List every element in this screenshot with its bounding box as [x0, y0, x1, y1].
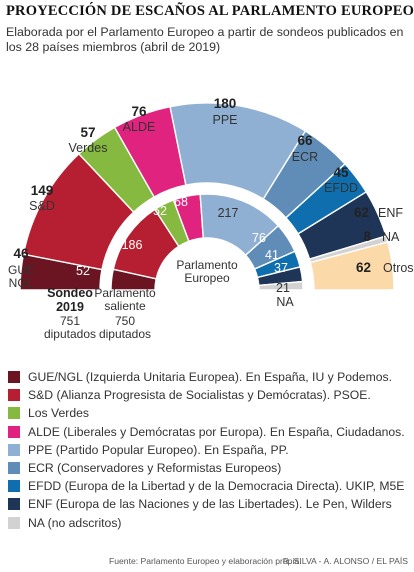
- inner-seat-label: 52: [153, 204, 167, 218]
- legend-swatch: [8, 371, 20, 384]
- legend-item: ENF (Europa de las Naciones y de las Lib…: [8, 495, 412, 513]
- outer-ring-total: 751 diputados: [44, 314, 96, 341]
- legend-item: NA (no adscritos): [8, 514, 412, 532]
- chart-subtitle: Elaborada por el Parlamento Europeo a pa…: [6, 25, 404, 54]
- outer-seat-value: 8: [363, 229, 371, 244]
- outer-seat-value: 45: [333, 165, 349, 180]
- inner-seat-label: NA: [276, 295, 294, 309]
- legend-swatch: [8, 480, 20, 493]
- outer-seat-value: 62: [354, 205, 369, 220]
- outer-group-name: NA: [382, 230, 400, 244]
- outer-group-name: PPE: [212, 113, 237, 127]
- center-label: Parlamento Europeo: [176, 258, 238, 285]
- inner-seat-label: 52: [76, 264, 90, 278]
- outer-seat-value: 180: [214, 96, 237, 111]
- outer-seat-value: 57: [80, 125, 95, 140]
- legend-item: EFDD (Europa de la Libertad y de la Demo…: [8, 477, 412, 495]
- outer-seat-value: 66: [297, 133, 313, 148]
- legend: GUE/NGL (Izquierda Unitaria Europea). En…: [8, 368, 412, 532]
- outer-group-name: Otros: [383, 261, 414, 275]
- inner-ring-total: 750 diputados: [99, 314, 151, 341]
- legend-item: ECR (Conservadores y Reformistas Europeo…: [8, 459, 412, 477]
- inner-seat-label: 76: [252, 231, 266, 245]
- legend-label: ALDE (Liberales y Demócratas por Europa)…: [28, 424, 405, 439]
- outer-seat-value: 76: [131, 104, 147, 119]
- legend-swatch: [8, 443, 20, 456]
- outer-seat-value: 46: [13, 246, 29, 261]
- legend-item: GUE/NGL (Izquierda Unitaria Europea). En…: [8, 368, 412, 386]
- legend-item: PPE (Partido Popular Europeo). En España…: [8, 441, 412, 459]
- legend-item: Los Verdes: [8, 404, 412, 422]
- credit-note: R. SILVA - A. ALONSO / EL PAÍS: [282, 556, 408, 566]
- legend-item: ALDE (Liberales y Demócratas por Europa)…: [8, 423, 412, 441]
- legend-label: GUE/NGL (Izquierda Unitaria Europea). En…: [28, 370, 392, 385]
- outer-group-name: ENF: [378, 206, 403, 220]
- outer-group-name: ECR: [292, 150, 318, 164]
- legend-swatch: [8, 498, 20, 511]
- inner-seat-label: 68: [174, 195, 188, 209]
- seat-segment-1-na: [258, 280, 304, 291]
- legend-label: ECR (Conservadores y Reformistas Europeo…: [28, 461, 282, 476]
- legend-swatch: [8, 389, 20, 402]
- inner-seat-label: 217: [218, 206, 239, 220]
- outer-group-name: ALDE: [123, 120, 156, 134]
- legend-item: S&D (Alianza Progresista de Socialistas …: [8, 386, 412, 404]
- inner-seat-label: 37: [274, 261, 288, 275]
- legend-label: ENF (Europa de las Naciones y de las Lib…: [28, 497, 392, 512]
- legend-swatch: [8, 516, 20, 529]
- source-note: Fuente: Parlamento Europeo y elaboración…: [109, 556, 302, 566]
- inner-ring-title: Parlamento saliente: [94, 286, 156, 313]
- legend-swatch: [8, 425, 20, 438]
- outer-seat-value: 62: [356, 260, 371, 275]
- inner-seat-label: 21: [276, 281, 290, 295]
- outer-ring-title: Sondeo 2019: [47, 286, 93, 314]
- legend-label: NA (no adscritos): [28, 515, 122, 530]
- inner-seat-label: 41: [265, 248, 279, 262]
- seat-segment-0-otros: [309, 241, 395, 291]
- legend-swatch: [8, 407, 20, 420]
- legend-label: S&D (Alianza Progresista de Socialistas …: [28, 388, 371, 403]
- outer-group-name: EFDD: [324, 181, 358, 195]
- legend-label: EFDD (Europa de la Libertad y de la Demo…: [28, 479, 405, 494]
- legend-label: PPE (Partido Popular Europeo). En España…: [28, 442, 289, 457]
- legend-swatch: [8, 462, 20, 475]
- outer-group-name: GUE NGL: [8, 263, 34, 290]
- outer-seat-value: 149: [31, 183, 54, 198]
- outer-group-name: Verdes: [69, 141, 108, 155]
- chart-title: PROYECCIÓN DE ESCAÑOS AL PARLAMENTO EURO…: [6, 3, 414, 19]
- legend-label: Los Verdes: [28, 406, 89, 421]
- inner-seat-label: 186: [122, 238, 143, 252]
- outer-group-name: S&D: [29, 199, 55, 213]
